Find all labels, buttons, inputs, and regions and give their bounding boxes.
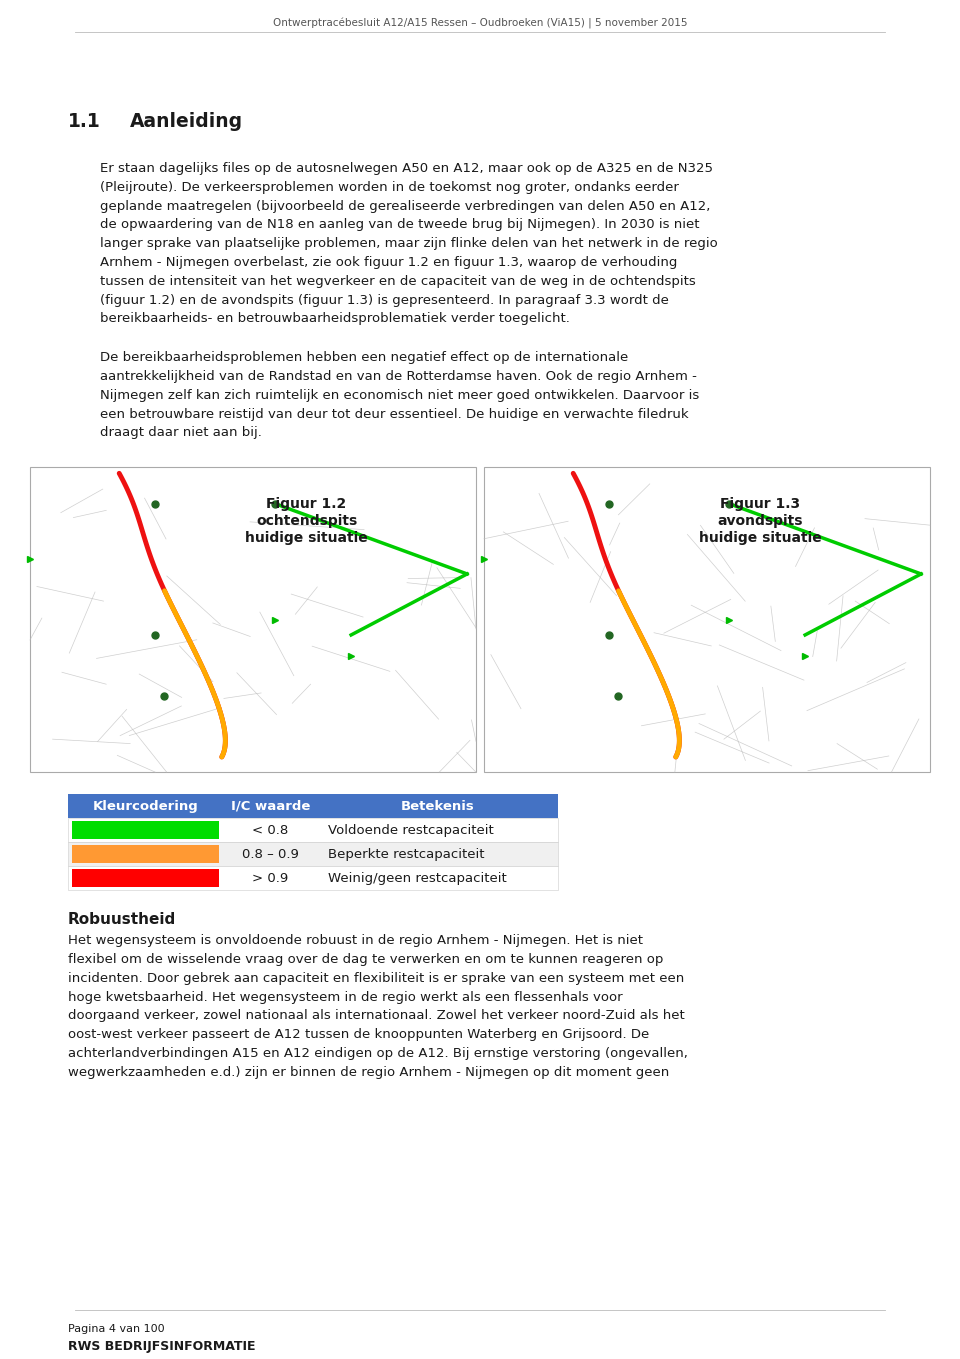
- Text: De bereikbaarheidsproblemen hebben een negatief effect op de internationale: De bereikbaarheidsproblemen hebben een n…: [100, 351, 628, 364]
- Text: RWS BEDRIJFSINFORMATIE: RWS BEDRIJFSINFORMATIE: [68, 1340, 255, 1354]
- Text: oost-west verkeer passeert de A12 tussen de knooppunten Waterberg en Grijsoord. : oost-west verkeer passeert de A12 tussen…: [68, 1029, 649, 1041]
- Text: huidige situatie: huidige situatie: [245, 531, 368, 545]
- Text: Pagina 4 van 100: Pagina 4 van 100: [68, 1324, 164, 1335]
- Text: avondspits: avondspits: [718, 514, 804, 529]
- Text: langer sprake van plaatselijke problemen, maar zijn flinke delen van het netwerk: langer sprake van plaatselijke problemen…: [100, 238, 718, 250]
- Text: achterlandverbindingen A15 en A12 eindigen op de A12. Bij ernstige verstoring (o: achterlandverbindingen A15 en A12 eindig…: [68, 1046, 688, 1060]
- Text: de opwaardering van de N18 en aanleg van de tweede brug bij Nijmegen). In 2030 i: de opwaardering van de N18 en aanleg van…: [100, 219, 700, 231]
- Text: Weinig/geen restcapaciteit: Weinig/geen restcapaciteit: [328, 871, 507, 885]
- Text: een betrouwbare reistijd van deur tot deur essentieel. De huidige en verwachte f: een betrouwbare reistijd van deur tot de…: [100, 408, 688, 420]
- Text: tussen de intensiteit van het wegverkeer en de capaciteit van de weg in de ochte: tussen de intensiteit van het wegverkeer…: [100, 275, 696, 288]
- Text: Arnhem - Nijmegen overbelast, zie ook figuur 1.2 en figuur 1.3, waarop de verhou: Arnhem - Nijmegen overbelast, zie ook fi…: [100, 255, 678, 269]
- Text: Figuur 1.2: Figuur 1.2: [266, 497, 347, 511]
- Text: Figuur 1.3: Figuur 1.3: [720, 497, 801, 511]
- Text: 1.1: 1.1: [68, 111, 101, 130]
- Text: Betekenis: Betekenis: [401, 799, 475, 813]
- Text: huidige situatie: huidige situatie: [699, 531, 822, 545]
- Bar: [68, 866, 558, 890]
- Text: (figuur 1.2) en de avondspits (figuur 1.3) is gepresenteerd. In paragraaf 3.3 wo: (figuur 1.2) en de avondspits (figuur 1.…: [100, 294, 669, 307]
- Bar: [72, 870, 219, 887]
- Bar: [68, 818, 558, 843]
- Text: Het wegensysteem is onvoldoende robuust in de regio Arnhem - Nijmegen. Het is ni: Het wegensysteem is onvoldoende robuust …: [68, 934, 643, 947]
- Text: > 0.9: > 0.9: [252, 871, 289, 885]
- Text: wegwerkzaamheden e.d.) zijn er binnen de regio Arnhem - Nijmegen op dit moment g: wegwerkzaamheden e.d.) zijn er binnen de…: [68, 1065, 669, 1079]
- Text: flexibel om de wisselende vraag over de dag te verwerken en om te kunnen reagere: flexibel om de wisselende vraag over de …: [68, 953, 663, 966]
- Text: ochtendspits: ochtendspits: [256, 514, 357, 529]
- Bar: [72, 845, 219, 863]
- Text: incidenten. Door gebrek aan capaciteit en flexibiliteit is er sprake van een sys: incidenten. Door gebrek aan capaciteit e…: [68, 972, 684, 985]
- Text: (Pleijroute). De verkeersproblemen worden in de toekomst nog groter, ondanks eer: (Pleijroute). De verkeersproblemen worde…: [100, 181, 679, 194]
- Text: Nijmegen zelf kan zich ruimtelijk en economisch niet meer goed ontwikkelen. Daar: Nijmegen zelf kan zich ruimtelijk en eco…: [100, 389, 699, 402]
- Text: Ontwerptracébesluit A12/A15 Ressen – Oudbroeken (ViA15) | 5 november 2015: Ontwerptracébesluit A12/A15 Ressen – Oud…: [273, 18, 687, 29]
- Bar: [68, 843, 558, 866]
- Text: Aanleiding: Aanleiding: [130, 111, 243, 130]
- Text: geplande maatregelen (bijvoorbeeld de gerealiseerde verbredingen van delen A50 e: geplande maatregelen (bijvoorbeeld de ge…: [100, 200, 710, 212]
- Bar: [484, 467, 930, 772]
- Bar: [72, 821, 219, 840]
- Text: 0.8 – 0.9: 0.8 – 0.9: [242, 848, 299, 860]
- Text: Beperkte restcapaciteit: Beperkte restcapaciteit: [328, 848, 485, 860]
- Text: < 0.8: < 0.8: [252, 824, 289, 837]
- Text: draagt daar niet aan bij.: draagt daar niet aan bij.: [100, 427, 262, 439]
- Text: hoge kwetsbaarheid. Het wegensysteem in de regio werkt als een flessenhals voor: hoge kwetsbaarheid. Het wegensysteem in …: [68, 991, 623, 1003]
- Text: Voldoende restcapaciteit: Voldoende restcapaciteit: [328, 824, 493, 837]
- Text: doorgaand verkeer, zowel nationaal als internationaal. Zowel het verkeer noord-Z: doorgaand verkeer, zowel nationaal als i…: [68, 1010, 684, 1022]
- Text: Kleurcodering: Kleurcodering: [92, 799, 199, 813]
- Text: I/C waarde: I/C waarde: [230, 799, 310, 813]
- Bar: [68, 794, 558, 818]
- Text: Er staan dagelijks files op de autosnelwegen A50 en A12, maar ook op de A325 en : Er staan dagelijks files op de autosnelw…: [100, 162, 713, 175]
- Bar: [30, 467, 476, 772]
- Text: bereikbaarheids- en betrouwbaarheidsproblematiek verder toegelicht.: bereikbaarheids- en betrouwbaarheidsprob…: [100, 313, 570, 325]
- Text: Robuustheid: Robuustheid: [68, 912, 177, 927]
- Text: aantrekkelijkheid van de Randstad en van de Rotterdamse haven. Ook de regio Arnh: aantrekkelijkheid van de Randstad en van…: [100, 370, 697, 383]
